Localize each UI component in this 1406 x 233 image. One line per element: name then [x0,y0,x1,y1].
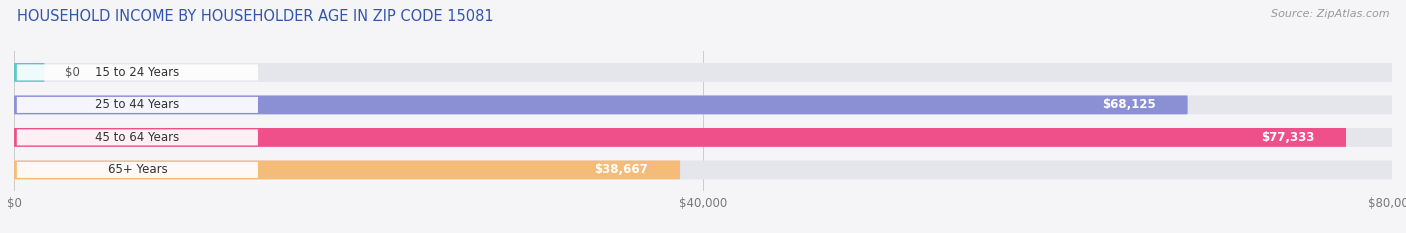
Text: 15 to 24 Years: 15 to 24 Years [96,66,180,79]
Text: $77,333: $77,333 [1261,131,1315,144]
FancyBboxPatch shape [14,96,1188,114]
FancyBboxPatch shape [562,162,681,178]
FancyBboxPatch shape [17,162,257,178]
FancyBboxPatch shape [1229,129,1346,145]
Text: $0: $0 [65,66,80,79]
Text: Source: ZipAtlas.com: Source: ZipAtlas.com [1271,9,1389,19]
Text: 25 to 44 Years: 25 to 44 Years [96,98,180,111]
FancyBboxPatch shape [14,96,1392,114]
FancyBboxPatch shape [14,128,1392,147]
FancyBboxPatch shape [14,63,45,82]
Text: HOUSEHOLD INCOME BY HOUSEHOLDER AGE IN ZIP CODE 15081: HOUSEHOLD INCOME BY HOUSEHOLDER AGE IN Z… [17,9,494,24]
FancyBboxPatch shape [1070,97,1188,113]
FancyBboxPatch shape [14,128,1346,147]
FancyBboxPatch shape [17,97,257,113]
Text: 65+ Years: 65+ Years [107,163,167,176]
Text: $38,667: $38,667 [595,163,648,176]
FancyBboxPatch shape [17,129,257,145]
Text: $68,125: $68,125 [1102,98,1156,111]
FancyBboxPatch shape [14,63,1392,82]
Text: 45 to 64 Years: 45 to 64 Years [96,131,180,144]
FancyBboxPatch shape [17,64,257,80]
FancyBboxPatch shape [14,161,681,179]
FancyBboxPatch shape [14,161,1392,179]
